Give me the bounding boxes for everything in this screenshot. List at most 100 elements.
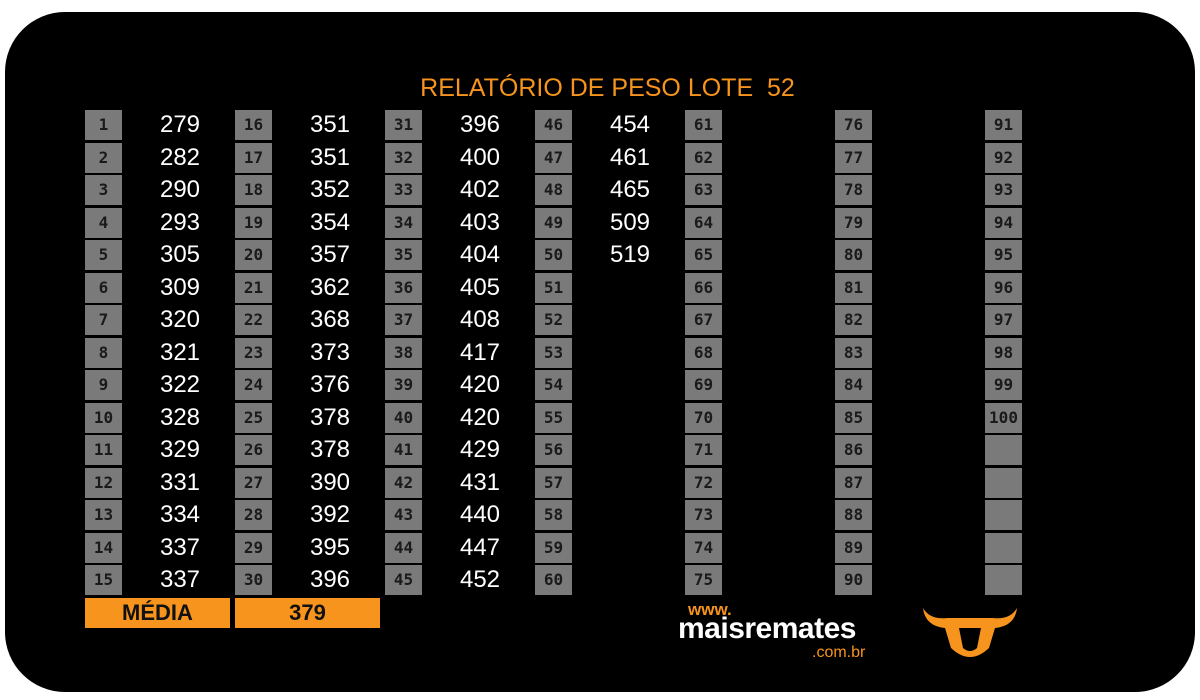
weight: 519 bbox=[609, 241, 651, 268]
lot-number: 62 bbox=[685, 142, 722, 173]
lot-number: 38 bbox=[385, 337, 422, 368]
lot-number: 100 bbox=[985, 402, 1022, 433]
weight: 403 bbox=[459, 208, 501, 236]
weight: 440 bbox=[459, 501, 501, 528]
weight: 282 bbox=[159, 143, 201, 171]
lot-number: 5 bbox=[85, 240, 122, 270]
lot-number: 11 bbox=[85, 435, 122, 465]
lot-number: 84 bbox=[835, 370, 872, 400]
weight: 405 bbox=[459, 273, 501, 301]
lot-number: 82 bbox=[835, 305, 872, 335]
lot-number: 44 bbox=[385, 532, 422, 563]
lot-number: 83 bbox=[835, 337, 872, 368]
empty-cell bbox=[985, 467, 1022, 498]
lot-number: 18 bbox=[235, 175, 272, 205]
empty-cell bbox=[985, 435, 1022, 465]
lot-number: 86 bbox=[835, 435, 872, 465]
lot-number: 63 bbox=[685, 175, 722, 205]
lot-number: 36 bbox=[385, 272, 422, 303]
lot-number: 13 bbox=[85, 500, 122, 530]
lot-number: 85 bbox=[835, 402, 872, 433]
weight: 420 bbox=[459, 403, 501, 431]
lot-number: 75 bbox=[685, 565, 722, 595]
lot-number: 88 bbox=[835, 500, 872, 530]
weight: 429 bbox=[459, 436, 501, 463]
weight: 309 bbox=[159, 273, 201, 301]
lot-number: 14 bbox=[85, 532, 122, 563]
weight: 331 bbox=[159, 468, 201, 496]
weight: 378 bbox=[309, 403, 351, 431]
lot-number: 1 bbox=[85, 110, 122, 140]
weight: 351 bbox=[309, 111, 351, 138]
weight: 417 bbox=[459, 338, 501, 366]
logo-prefix: www. bbox=[688, 600, 732, 619]
lot-number: 65 bbox=[685, 240, 722, 270]
lot-number: 19 bbox=[235, 207, 272, 238]
weight: 373 bbox=[309, 338, 351, 366]
lot-number: 32 bbox=[385, 142, 422, 173]
weight: 396 bbox=[309, 566, 351, 593]
lot-number: 89 bbox=[835, 532, 872, 563]
weight: 354 bbox=[309, 208, 351, 236]
lot-number: 48 bbox=[535, 175, 572, 205]
average-value: 379 bbox=[235, 598, 380, 628]
lot-number: 59 bbox=[535, 532, 572, 563]
lot-number: 93 bbox=[985, 175, 1022, 205]
lot-number: 6 bbox=[85, 272, 122, 303]
lot-number: 34 bbox=[385, 207, 422, 238]
lot-number: 15 bbox=[85, 565, 122, 595]
lot-number: 45 bbox=[385, 565, 422, 595]
empty-cell bbox=[985, 500, 1022, 530]
lot-number: 37 bbox=[385, 305, 422, 335]
weight: 400 bbox=[459, 143, 501, 171]
lot-number: 97 bbox=[985, 305, 1022, 335]
lot-number: 23 bbox=[235, 337, 272, 368]
lot-number: 10 bbox=[85, 402, 122, 433]
lot-number: 94 bbox=[985, 207, 1022, 238]
lot-number: 79 bbox=[835, 207, 872, 238]
lot-number: 21 bbox=[235, 272, 272, 303]
lot-number: 27 bbox=[235, 467, 272, 498]
lot-number: 46 bbox=[535, 110, 572, 140]
lot-number: 64 bbox=[685, 207, 722, 238]
weight: 362 bbox=[309, 273, 351, 301]
weight: 454 bbox=[609, 111, 651, 138]
weight: 322 bbox=[159, 371, 201, 398]
title: RELATÓRIO DE PESO LOTE 52 bbox=[420, 74, 795, 102]
lot-number: 12 bbox=[85, 467, 122, 498]
lot-number: 25 bbox=[235, 402, 272, 433]
empty-cell bbox=[985, 565, 1022, 595]
lot-number: 53 bbox=[535, 337, 572, 368]
weight: 392 bbox=[309, 501, 351, 528]
weight: 465 bbox=[609, 176, 651, 203]
weight: 321 bbox=[159, 338, 201, 366]
weight: 279 bbox=[159, 111, 201, 138]
lot-number: 29 bbox=[235, 532, 272, 563]
lot-number: 87 bbox=[835, 467, 872, 498]
weight: 368 bbox=[309, 306, 351, 333]
weight: 408 bbox=[459, 306, 501, 333]
lot-number: 76 bbox=[835, 110, 872, 140]
lot-number: 54 bbox=[535, 370, 572, 400]
lot-number: 57 bbox=[535, 467, 572, 498]
lot-number: 9 bbox=[85, 370, 122, 400]
lot-number: 80 bbox=[835, 240, 872, 270]
weight: 376 bbox=[309, 371, 351, 398]
weight: 352 bbox=[309, 176, 351, 203]
weight: 395 bbox=[309, 533, 351, 561]
weight: 404 bbox=[459, 241, 501, 268]
lot-number: 39 bbox=[385, 370, 422, 400]
lot-number: 68 bbox=[685, 337, 722, 368]
lot-number: 30 bbox=[235, 565, 272, 595]
lot-number: 55 bbox=[535, 402, 572, 433]
empty-cell bbox=[985, 532, 1022, 563]
weight: 305 bbox=[159, 241, 201, 268]
lot-number: 40 bbox=[385, 402, 422, 433]
weight: 334 bbox=[159, 501, 201, 528]
weight: 290 bbox=[159, 176, 201, 203]
lot-number: 58 bbox=[535, 500, 572, 530]
weight: 357 bbox=[309, 241, 351, 268]
lot-number: 3 bbox=[85, 175, 122, 205]
weight: 447 bbox=[459, 533, 501, 561]
